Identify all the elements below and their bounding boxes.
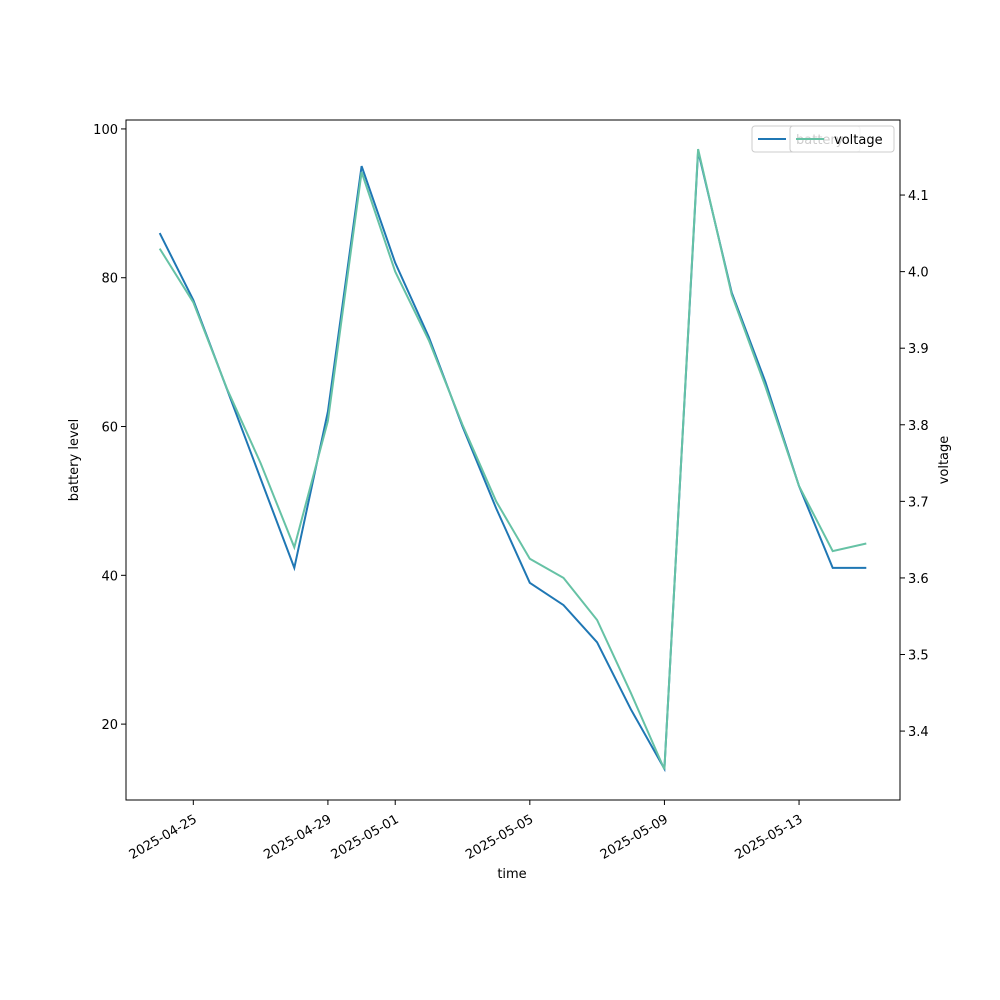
y2-tick-label: 3.8 bbox=[908, 419, 929, 434]
x-tick-label: 2025-05-09 bbox=[598, 812, 671, 863]
y-tick-label: 100 bbox=[93, 123, 118, 138]
y2-tick-label: 3.7 bbox=[908, 495, 929, 510]
legend-label: voltage bbox=[834, 133, 883, 148]
x-axis-label: time bbox=[497, 867, 526, 882]
y2-tick-label: 4.1 bbox=[908, 189, 929, 204]
y2-tick-label: 4.0 bbox=[908, 266, 929, 281]
x-tick-label: 2025-04-29 bbox=[261, 812, 334, 863]
legend-box bbox=[789, 125, 895, 153]
x-tick-label: 2025-05-05 bbox=[463, 812, 536, 863]
y-tick-label: 80 bbox=[101, 272, 118, 287]
line-voltage bbox=[158, 148, 867, 770]
line-battery bbox=[158, 150, 867, 773]
y2-tick-label: 3.5 bbox=[908, 649, 929, 664]
y-tick-label: 20 bbox=[101, 718, 118, 733]
plot-frame bbox=[125, 119, 901, 801]
y2-tick-label: 3.6 bbox=[908, 572, 929, 587]
x-tick-label: 2025-05-01 bbox=[329, 812, 402, 863]
x-tick-label: 2025-05-13 bbox=[733, 812, 806, 863]
y2-tick-label: 3.9 bbox=[908, 342, 929, 357]
y-tick-label: 40 bbox=[101, 569, 118, 584]
x-tick-label: 2025-04-25 bbox=[127, 812, 200, 863]
y2-tick-label: 3.4 bbox=[908, 725, 929, 740]
y-tick-label: 60 bbox=[101, 421, 118, 436]
y2-axis-label: voltage bbox=[937, 436, 952, 485]
y-axis-label: battery level bbox=[67, 419, 82, 502]
